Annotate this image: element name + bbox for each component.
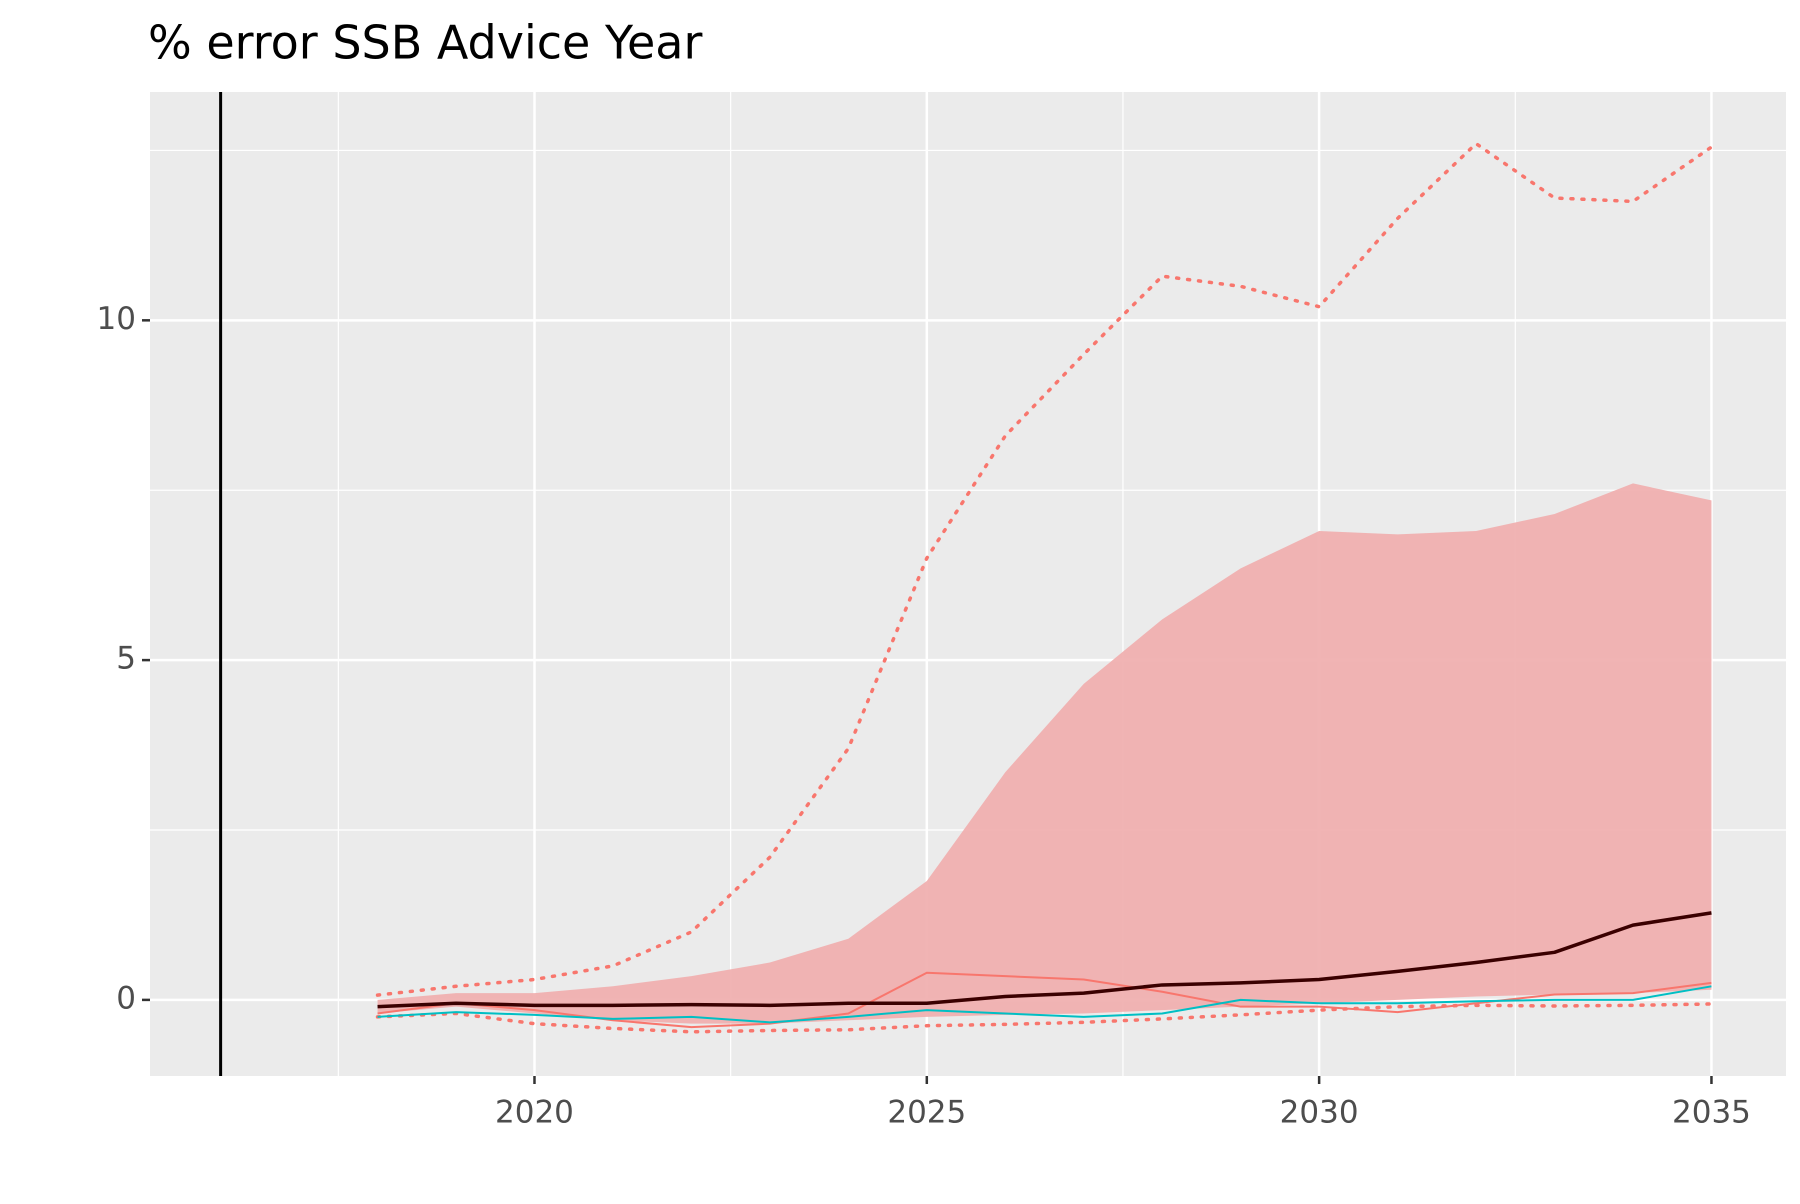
x-tick-label: 2030 [1280, 1095, 1359, 1131]
y-tick-label: 0 [116, 980, 136, 1016]
x-tick-label: 2020 [495, 1095, 574, 1131]
x-tick-label: 2035 [1672, 1095, 1751, 1131]
band [377, 483, 1712, 1024]
series-line [377, 985, 1712, 1024]
y-tick-label: 5 [116, 641, 136, 677]
x-tick-label: 2025 [887, 1095, 966, 1131]
y-tick-label: 10 [97, 301, 136, 337]
series-line [375, 1002, 1714, 1034]
series-line [375, 141, 1714, 997]
chart-title: % error SSB Advice Year [148, 16, 702, 70]
series-line [377, 911, 1712, 1009]
